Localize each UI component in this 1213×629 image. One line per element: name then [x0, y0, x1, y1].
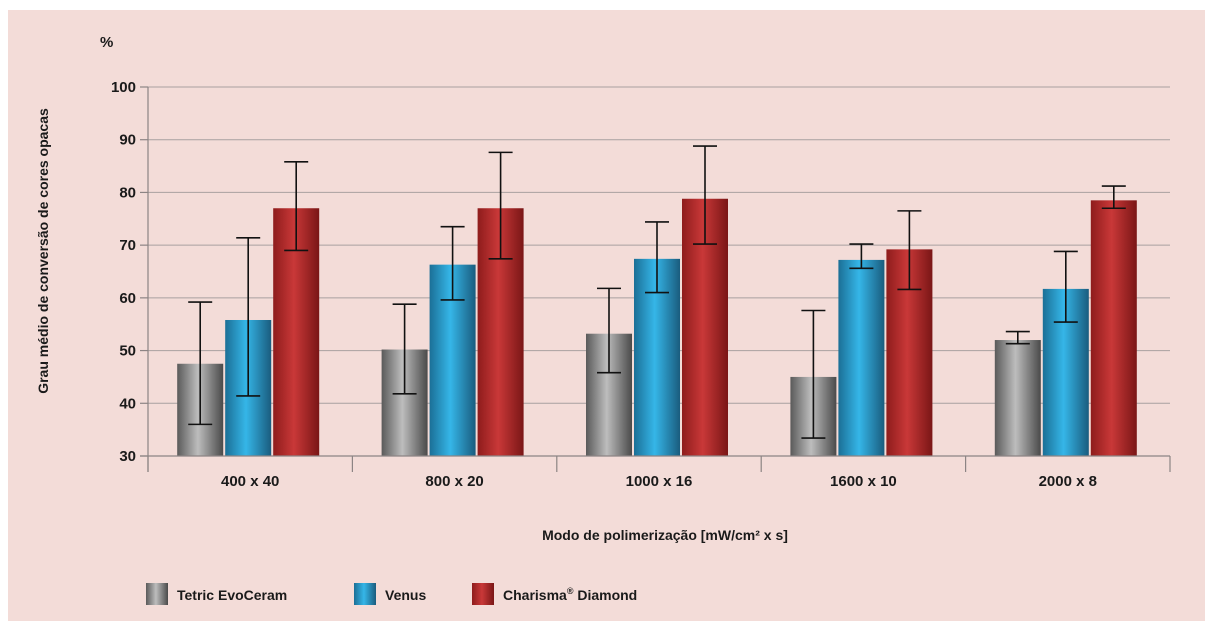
error-bars: [188, 145, 1126, 439]
bar: [994, 340, 1041, 456]
legend-swatch: [472, 583, 494, 605]
error-bar: [1005, 330, 1030, 345]
error-bar: [897, 210, 922, 291]
error-bar: [188, 301, 213, 426]
error-bar: [236, 236, 261, 397]
x-tick-label: 2000 x 8: [1039, 473, 1097, 490]
chart-panel: % Grau médio de conversão de cores opaca…: [8, 10, 1205, 621]
error-bar: [693, 145, 717, 245]
legend-label: Venus: [385, 587, 426, 603]
y-tick-label: 90: [119, 132, 136, 149]
y-tick-label: 60: [119, 290, 136, 307]
legend-label: Charisma® Diamond: [503, 586, 637, 603]
y-axis-title: Grau médio de conversão de cores opacas: [35, 108, 51, 394]
error-bar: [488, 151, 513, 260]
bar-chart: % Grau médio de conversão de cores opaca…: [35, 34, 1171, 605]
error-bar: [849, 243, 874, 270]
y-tick-label: 100: [111, 79, 136, 96]
error-bar: [284, 161, 309, 252]
bar: [838, 259, 885, 456]
axes: [140, 86, 1171, 472]
legend-item: Tetric EvoCeram: [146, 583, 287, 605]
y-unit-label: %: [100, 34, 113, 51]
legend: Tetric EvoCeram Venus Charisma® Diamond: [146, 583, 637, 605]
y-tick-label: 70: [119, 237, 136, 254]
legend-item: Venus: [354, 583, 426, 605]
error-bar: [1101, 185, 1126, 210]
x-tick-label: 400 x 40: [221, 473, 279, 490]
error-bar: [392, 303, 417, 395]
y-tick-label: 80: [119, 184, 136, 201]
legend-label: Tetric EvoCeram: [177, 587, 287, 603]
error-bar: [645, 221, 669, 294]
x-tick-label: 1000 x 16: [626, 473, 693, 490]
y-tick-label: 50: [119, 343, 136, 360]
x-tick-label: 800 x 20: [425, 473, 483, 490]
bar: [1090, 200, 1137, 456]
legend-swatch: [354, 583, 376, 605]
legend-item: Charisma® Diamond: [472, 583, 637, 605]
error-bar: [440, 225, 465, 301]
x-tick-label: 1600 x 10: [830, 473, 897, 490]
error-bar: [597, 287, 621, 374]
y-tick-label: 30: [119, 448, 136, 465]
x-axis-title: Modo de polimerização [mW/cm² x s]: [542, 527, 788, 543]
error-bar: [801, 309, 826, 439]
y-tick-label: 40: [119, 395, 136, 412]
legend-swatch: [146, 583, 168, 605]
error-bar: [1053, 250, 1078, 323]
